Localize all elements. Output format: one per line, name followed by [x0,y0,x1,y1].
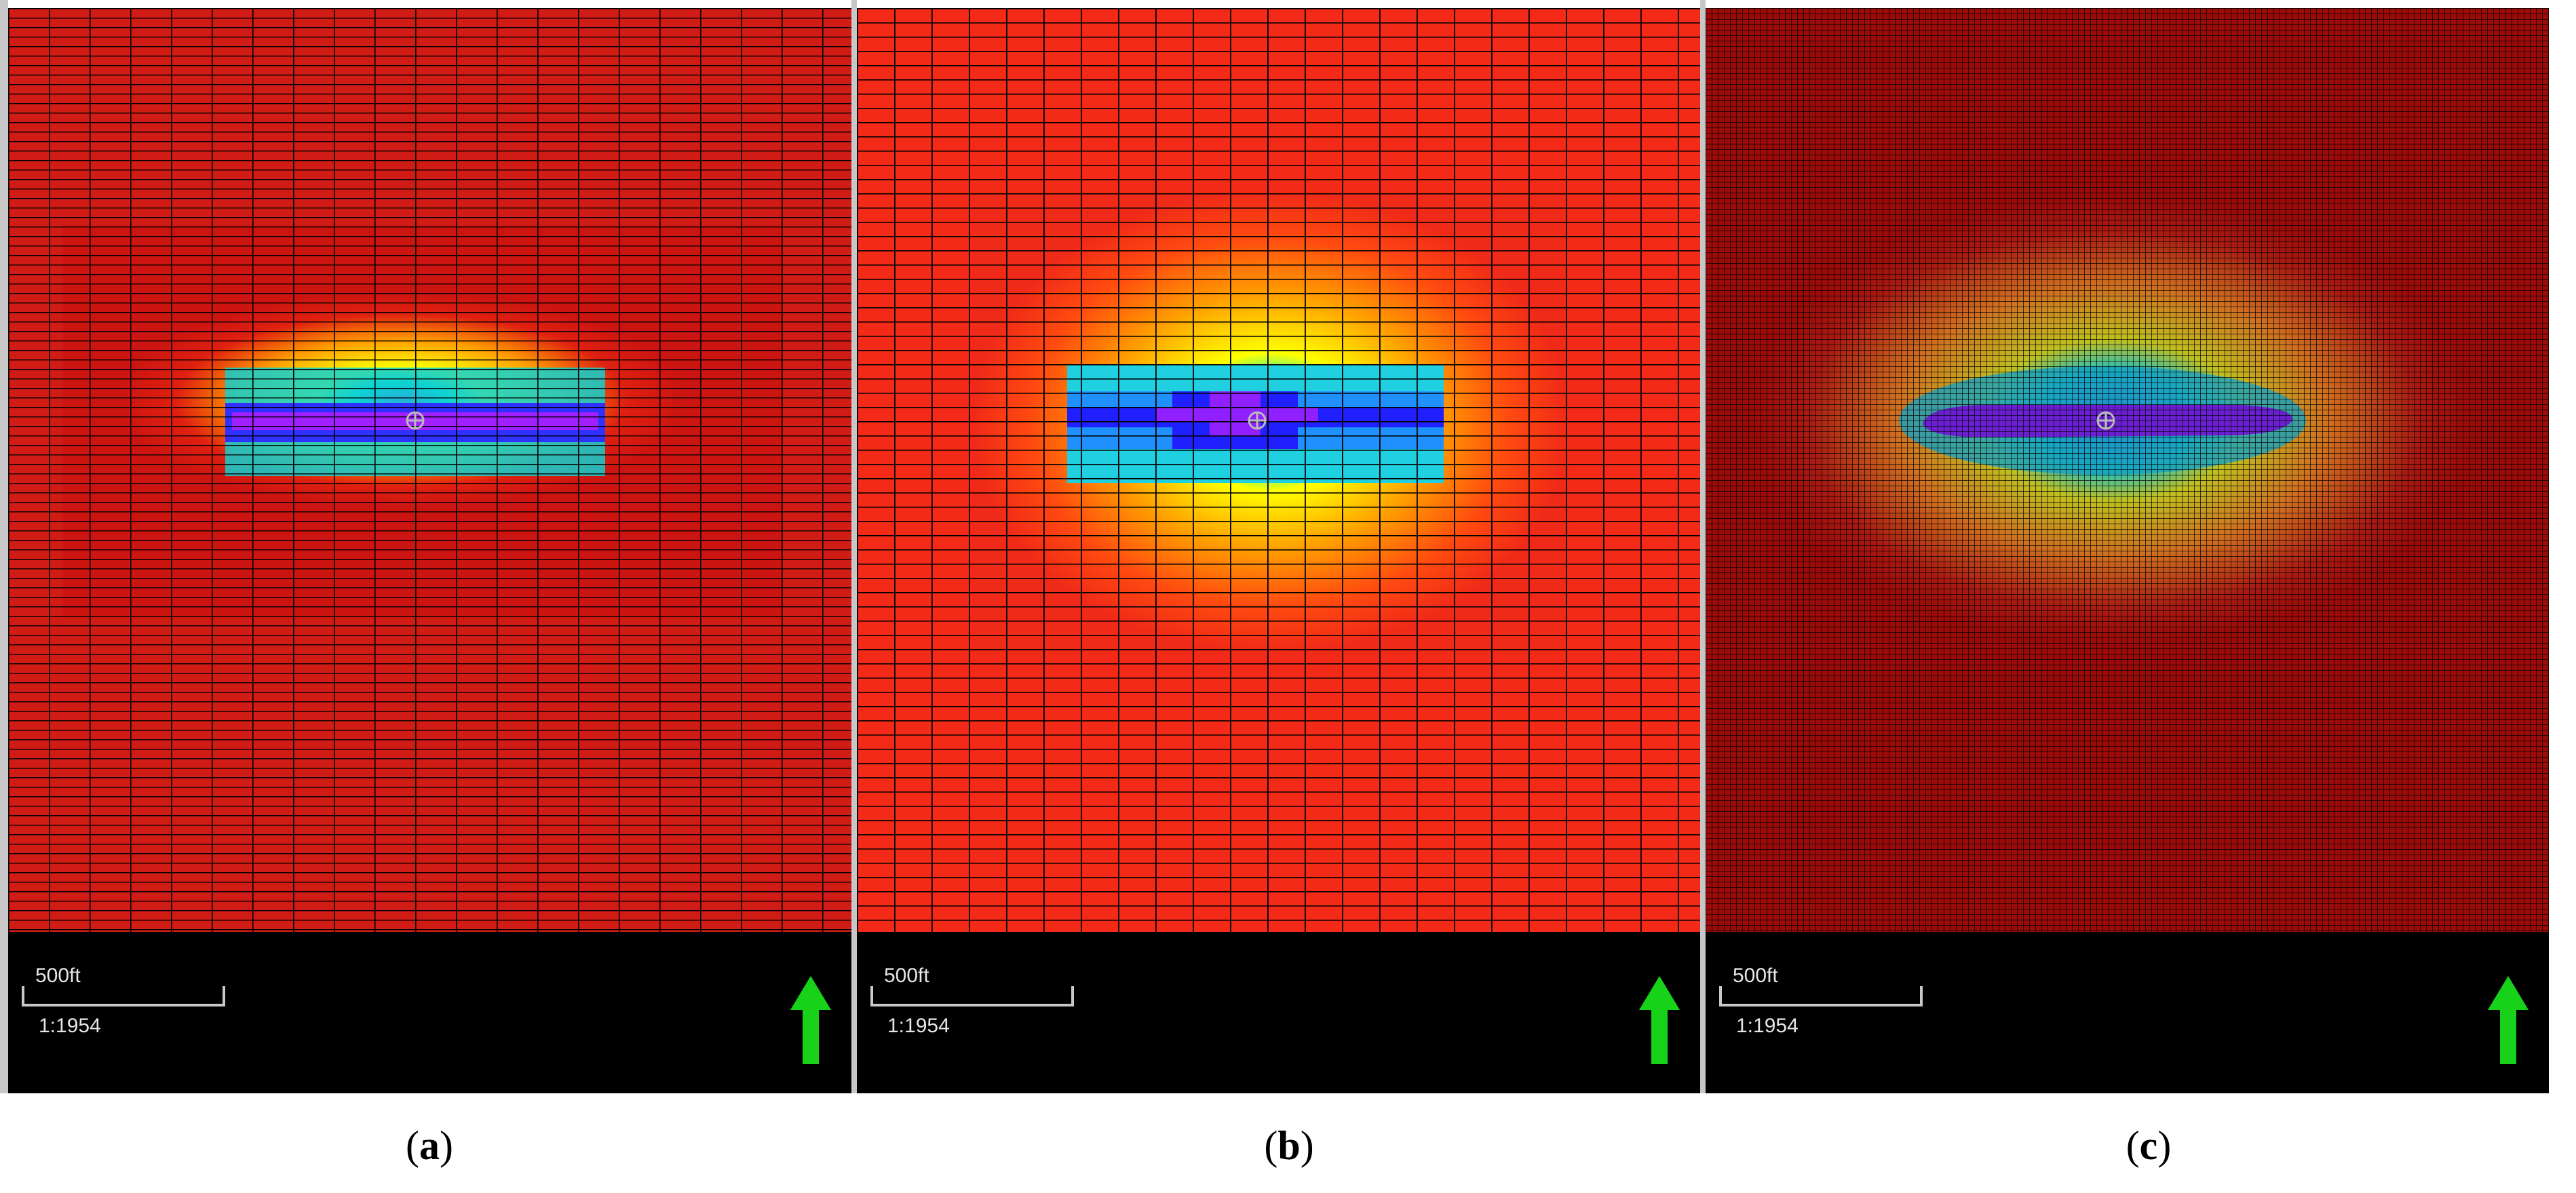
scale-ratio: 1:1954 [39,1015,101,1037]
map-footer-b: 500ft 1:1954 [857,932,1700,1093]
scale-label: 500ft [884,964,929,987]
pressure-field-a [8,8,851,932]
scale-bar [22,986,225,1006]
scale-bar [1719,986,1923,1006]
caption-a: (a) [406,1123,453,1168]
pressure-field-b [857,8,1700,932]
north-arrow-icon [790,976,831,1064]
separator [851,0,857,1093]
caption-b: (b) [1264,1123,1314,1168]
panel-c: 500ft 1:1954 [1706,8,2549,1093]
well-marker-icon [1248,411,1267,430]
map-footer-c: 500ft 1:1954 [1706,932,2549,1093]
scale-ratio: 1:1954 [1736,1015,1799,1037]
scale-label: 500ft [1733,964,1778,987]
pressure-field-c [1706,8,2549,932]
north-arrow-icon [1639,976,1680,1064]
panel-a: 500ft 1:1954 [8,8,851,1093]
left-border [0,0,8,1093]
scale-ratio: 1:1954 [887,1015,950,1037]
north-arrow-icon [2488,976,2529,1064]
separator [1700,0,1706,1093]
map-footer-a: 500ft 1:1954 [8,932,851,1093]
well-marker-icon [406,411,425,430]
caption-c: (c) [2126,1123,2172,1168]
scale-bar [870,986,1074,1006]
well-marker-icon [2096,411,2115,430]
panel-b: 500ft 1:1954 [857,8,1700,1093]
scale-label: 500ft [35,964,81,987]
